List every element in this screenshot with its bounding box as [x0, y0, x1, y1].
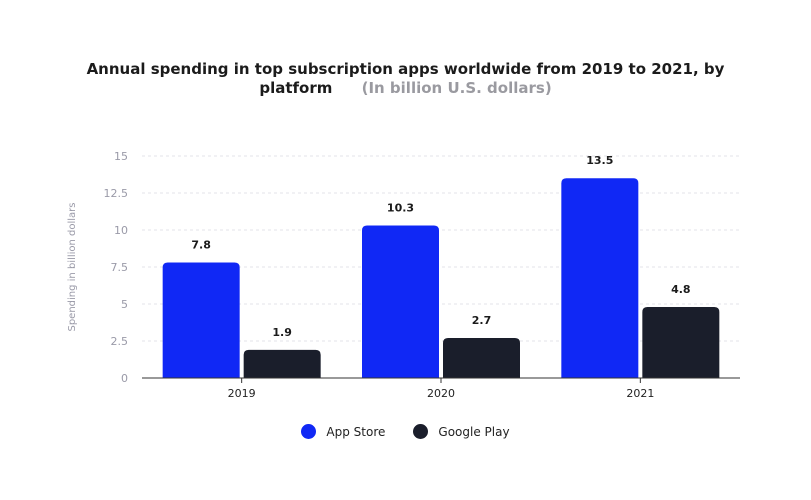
legend-marker-app-store [301, 424, 317, 439]
data-label: 13.5 [586, 154, 613, 167]
y-axis-label: Spending in billion dollars [67, 202, 78, 331]
y-tick-label: 5 [121, 298, 128, 311]
legend-item-google-play[interactable]: Google Play [413, 424, 510, 439]
y-tick-label: 15 [114, 150, 128, 163]
data-labels: 7.8 10.3 13.5 1.9 2.7 4.8 [191, 154, 690, 339]
legend-item-app-store[interactable]: App Store [301, 424, 385, 439]
bar-chart: 0 2.5 5 7.5 10 12.5 15 Spending in billion dol… [67, 150, 740, 400]
gridlines [142, 155, 740, 342]
y-tick-label: 0 [121, 372, 128, 385]
bar-app-store-2019[interactable] [162, 262, 240, 378]
bar-app-store-2020[interactable] [362, 225, 439, 378]
y-tick-label: 10 [114, 224, 128, 237]
legend: App Store Google Play [0, 424, 811, 439]
legend-label-google-play: Google Play [438, 424, 510, 439]
legend-label-app-store: App Store [326, 424, 386, 439]
data-label: 10.3 [387, 202, 414, 215]
y-axis-ticks: 0 2.5 5 7.5 10 12.5 15 [104, 150, 129, 385]
bar-app-store-2021[interactable] [561, 178, 639, 378]
bar-google-play-2021[interactable] [642, 306, 720, 378]
data-label: 1.9 [272, 326, 292, 339]
bar-google-play-2019[interactable] [243, 349, 321, 378]
bar-google-play-2020[interactable] [443, 338, 520, 378]
y-tick-label: 12.5 [104, 187, 129, 200]
data-label: 4.8 [671, 283, 691, 296]
x-axis-ticks: 2019 2020 2021 [228, 378, 654, 400]
x-tick-label: 2019 [228, 387, 256, 400]
x-tick-label: 2021 [626, 387, 654, 400]
bars [162, 178, 720, 378]
y-tick-label: 2.5 [111, 335, 129, 348]
x-tick-label: 2020 [427, 387, 455, 400]
legend-marker-google-play [413, 424, 429, 439]
chart-title: Annual spending in top subscription apps… [86, 60, 725, 97]
chart-title-block: Annual spending in top subscription apps… [60, 60, 751, 98]
data-label: 2.7 [472, 314, 492, 327]
y-tick-label: 7.5 [111, 261, 129, 274]
data-label: 7.8 [191, 239, 211, 252]
chart-subtitle: (In billion U.S. dollars) [361, 79, 552, 97]
